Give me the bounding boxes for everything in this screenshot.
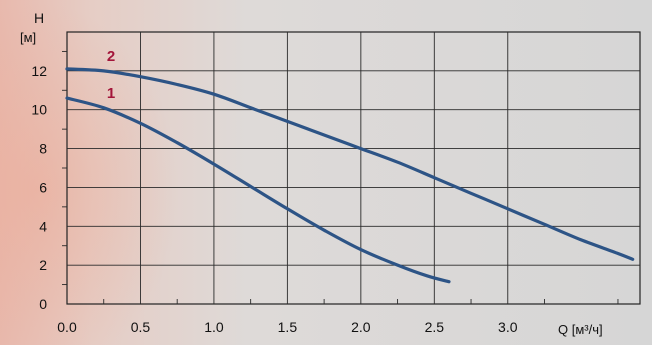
- x-tick-label: 2.0: [351, 319, 371, 335]
- series-line-2: [65, 67, 635, 261]
- y-tick-label: 4: [39, 218, 47, 234]
- series-label-2: 2: [107, 48, 115, 65]
- x-tick-label: 1.5: [278, 319, 298, 335]
- y-axis-unit: [м]: [20, 30, 36, 45]
- y-tick-label: 6: [39, 179, 47, 195]
- x-tick-label: 0.5: [131, 319, 151, 335]
- grid-lines: [67, 32, 640, 304]
- x-tick-label: 3.0: [498, 319, 518, 335]
- y-tick-label: 12: [31, 63, 47, 79]
- series-line-1: [65, 96, 451, 284]
- y-tick-label: 0: [39, 296, 47, 312]
- series-group: 12: [65, 48, 635, 284]
- series-label-1: 1: [107, 85, 115, 102]
- x-axis-label: Q [м³/ч]: [558, 322, 603, 337]
- y-axis-symbol: H: [34, 10, 44, 26]
- y-tick-label: 8: [39, 141, 47, 157]
- y-tick-label: 10: [31, 102, 47, 118]
- x-tick-label: 2.5: [425, 319, 445, 335]
- y-tick-label: 2: [39, 257, 47, 273]
- x-tick-label: 0.0: [57, 319, 77, 335]
- x-tick-label: 1.0: [204, 319, 224, 335]
- plot-area: [66, 31, 641, 305]
